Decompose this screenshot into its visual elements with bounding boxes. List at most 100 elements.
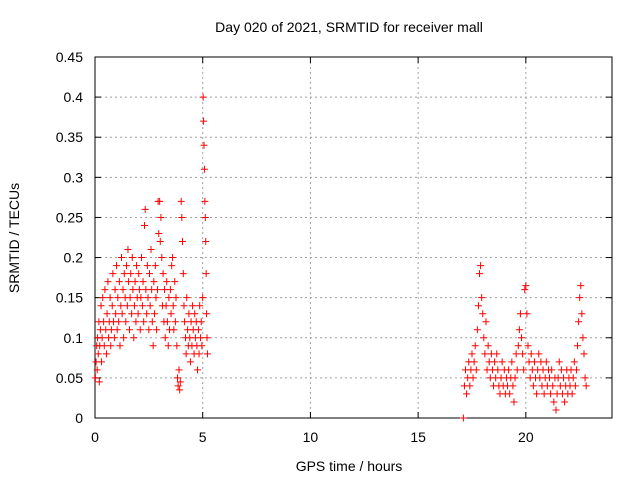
data-point <box>147 246 155 254</box>
data-point <box>169 254 177 262</box>
data-point <box>555 358 563 366</box>
data-point <box>174 382 182 390</box>
data-point <box>571 382 579 390</box>
data-point <box>140 318 148 326</box>
data-point <box>201 197 209 205</box>
data-point <box>579 334 587 342</box>
data-point <box>200 165 208 173</box>
y-tick-label: 0.25 <box>56 209 83 225</box>
data-point <box>513 366 521 374</box>
data-point <box>529 382 537 390</box>
data-point <box>111 286 119 294</box>
data-point <box>199 93 207 101</box>
data-point <box>109 270 117 278</box>
y-tick-label: 0.05 <box>56 370 83 386</box>
data-point <box>189 302 197 310</box>
data-point <box>99 294 107 302</box>
data-point <box>152 294 160 302</box>
data-point <box>159 270 167 278</box>
data-point <box>97 358 105 366</box>
y-tick-label: 0 <box>75 410 83 426</box>
data-point <box>115 318 123 326</box>
data-point <box>94 350 102 358</box>
data-point <box>523 310 531 318</box>
data-point <box>117 302 125 310</box>
data-point <box>581 374 589 382</box>
data-point <box>110 334 118 342</box>
data-point <box>182 350 190 358</box>
data-point <box>576 294 584 302</box>
data-point <box>176 386 184 394</box>
data-point <box>161 334 169 342</box>
data-point <box>201 213 209 221</box>
data-point <box>577 282 585 290</box>
data-point <box>181 318 189 326</box>
data-point <box>119 286 127 294</box>
data-point <box>98 334 106 342</box>
data-point <box>582 382 590 390</box>
data-point <box>144 294 152 302</box>
data-point <box>509 382 517 390</box>
data-point <box>153 326 161 334</box>
data-point <box>128 254 136 262</box>
data-point <box>479 310 487 318</box>
data-point <box>122 262 130 270</box>
data-point <box>512 350 520 358</box>
data-point <box>120 334 128 342</box>
data-point <box>93 366 101 374</box>
y-axis: 0 0.05 0.1 0.15 0.2 0.25 0.3 0.35 0.4 0.45 <box>56 49 612 426</box>
data-point <box>194 366 202 374</box>
x-tick-label: 5 <box>199 429 207 445</box>
data-point <box>202 238 210 246</box>
data-point <box>514 342 522 350</box>
data-point <box>175 366 183 374</box>
data-point <box>150 310 158 318</box>
data-point <box>157 213 165 221</box>
data-point <box>136 326 144 334</box>
data-point <box>141 221 149 229</box>
y-axis-label: SRMTID / TECUs <box>6 183 22 293</box>
data-point <box>506 390 514 398</box>
chart-title: Day 020 of 2021, SRMTID for receiver mal… <box>215 19 483 35</box>
data-point <box>200 117 208 125</box>
data-point <box>124 246 132 254</box>
data-point <box>104 278 112 286</box>
data-point <box>194 326 202 334</box>
data-point <box>203 310 211 318</box>
data-point <box>481 350 489 358</box>
data-point <box>186 358 194 366</box>
data-point <box>171 318 179 326</box>
data-point <box>575 318 583 326</box>
data-point <box>574 342 582 350</box>
y-tick-label: 0.15 <box>56 290 83 306</box>
data-point <box>91 374 99 382</box>
data-point <box>530 358 538 366</box>
data-point <box>198 342 206 350</box>
y-tick-label: 0.1 <box>64 330 84 346</box>
data-point <box>477 262 485 270</box>
data-point <box>197 334 205 342</box>
x-tick-label: 20 <box>518 429 534 445</box>
data-point <box>168 262 176 270</box>
data-point <box>113 326 121 334</box>
data-point <box>473 326 481 334</box>
data-point <box>122 318 130 326</box>
data-point <box>179 270 187 278</box>
data-point <box>143 262 151 270</box>
data-point <box>130 334 138 342</box>
data-point <box>552 406 560 414</box>
data-point <box>191 310 199 318</box>
data-point <box>148 318 156 326</box>
x-tick-label: 15 <box>410 429 426 445</box>
data-point <box>155 229 163 237</box>
data-point <box>177 197 185 205</box>
data-point <box>141 205 149 213</box>
data-point <box>174 374 182 382</box>
data-point <box>540 390 548 398</box>
data-point <box>569 374 577 382</box>
data-point <box>126 294 134 302</box>
data-point <box>127 270 135 278</box>
data-point <box>115 278 123 286</box>
x-axis: 0 5 10 15 20 <box>91 57 534 445</box>
data-point <box>114 294 122 302</box>
